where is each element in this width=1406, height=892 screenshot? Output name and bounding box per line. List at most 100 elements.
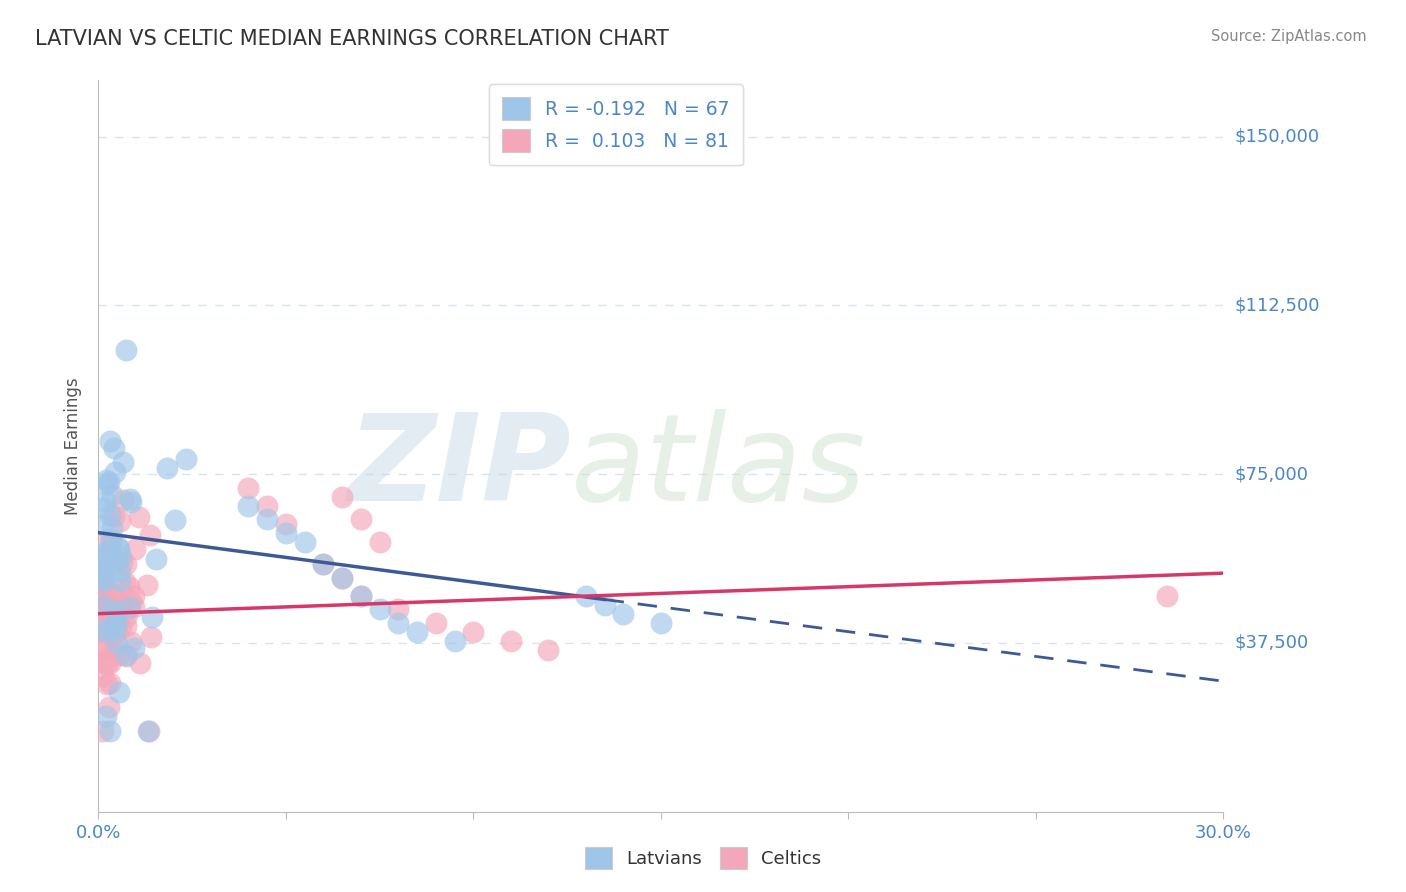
Point [118, 599, 141, 614]
Point [96, 657, 118, 672]
Point [537, 642, 560, 657]
Point [575, 589, 598, 603]
Point [100, 723, 122, 738]
Point [463, 624, 485, 639]
Point [128, 509, 150, 524]
Point [93, 545, 115, 559]
Point [115, 649, 138, 664]
Point [114, 343, 136, 357]
Point [612, 607, 634, 621]
Point [100, 676, 122, 690]
Point [108, 565, 131, 579]
Point [1156, 589, 1178, 603]
Point [100, 547, 122, 561]
Point [111, 556, 134, 570]
Point [93, 604, 115, 618]
Point [96, 474, 118, 488]
Point [110, 574, 132, 588]
Point [100, 488, 122, 502]
Legend: R = -0.192   N = 67, R =  0.103   N = 81: R = -0.192 N = 67, R = 0.103 N = 81 [489, 84, 742, 165]
Point [91, 624, 114, 638]
Point [91, 576, 114, 591]
Point [104, 623, 127, 637]
Point [93, 574, 115, 588]
Point [124, 641, 146, 656]
Text: Source: ZipAtlas.com: Source: ZipAtlas.com [1211, 29, 1367, 45]
Point [98, 543, 121, 558]
Point [312, 557, 335, 571]
Point [136, 723, 159, 738]
Point [104, 618, 127, 632]
Point [111, 493, 134, 508]
Point [108, 542, 131, 557]
Point [107, 625, 129, 640]
Point [96, 623, 118, 637]
Point [91, 591, 114, 605]
Point [91, 517, 114, 532]
Point [100, 533, 122, 548]
Point [101, 586, 124, 600]
Point [107, 635, 129, 649]
Point [136, 578, 159, 592]
Point [350, 512, 373, 526]
Text: ZIP: ZIP [347, 409, 571, 526]
Point [98, 699, 121, 714]
Text: atlas: atlas [571, 409, 866, 526]
Point [98, 508, 121, 522]
Point [120, 594, 142, 608]
Point [94, 617, 117, 632]
Point [108, 514, 131, 528]
Point [96, 622, 118, 636]
Point [387, 602, 409, 616]
Point [94, 607, 117, 621]
Point [115, 619, 138, 633]
Point [91, 638, 114, 652]
Point [114, 574, 136, 589]
Point [96, 676, 118, 690]
Point [104, 607, 127, 622]
Point [330, 571, 353, 585]
Point [105, 617, 128, 632]
Point [122, 589, 145, 603]
Text: LATVIAN VS CELTIC MEDIAN EARNINGS CORRELATION CHART: LATVIAN VS CELTIC MEDIAN EARNINGS CORREL… [35, 29, 669, 49]
Point [104, 465, 127, 479]
Point [101, 642, 124, 657]
Point [91, 556, 114, 570]
Point [330, 571, 353, 585]
Point [91, 598, 114, 612]
Point [368, 602, 391, 616]
Point [98, 434, 121, 448]
Point [368, 534, 391, 549]
Point [139, 631, 162, 645]
Point [165, 513, 187, 527]
Point [104, 555, 127, 569]
Point [105, 553, 128, 567]
Point [101, 628, 124, 642]
Point [111, 596, 134, 610]
Point [312, 557, 335, 571]
Point [238, 481, 260, 495]
Text: $37,500: $37,500 [1234, 634, 1309, 652]
Point [94, 585, 117, 599]
Point [94, 567, 117, 582]
Point [138, 723, 160, 738]
Point [103, 441, 125, 455]
Point [110, 620, 132, 634]
Point [96, 477, 118, 491]
Point [91, 571, 114, 585]
Point [103, 586, 125, 600]
Point [93, 653, 115, 667]
Text: $75,000: $75,000 [1234, 465, 1309, 483]
Point [124, 542, 146, 557]
Point [120, 635, 142, 649]
Point [91, 563, 114, 577]
Point [94, 494, 117, 508]
Point [91, 569, 114, 583]
Text: $150,000: $150,000 [1234, 128, 1319, 145]
Point [350, 589, 373, 603]
Text: $112,500: $112,500 [1234, 296, 1320, 314]
Point [115, 557, 138, 571]
Point [101, 521, 124, 535]
Point [176, 452, 198, 467]
Point [91, 579, 114, 593]
